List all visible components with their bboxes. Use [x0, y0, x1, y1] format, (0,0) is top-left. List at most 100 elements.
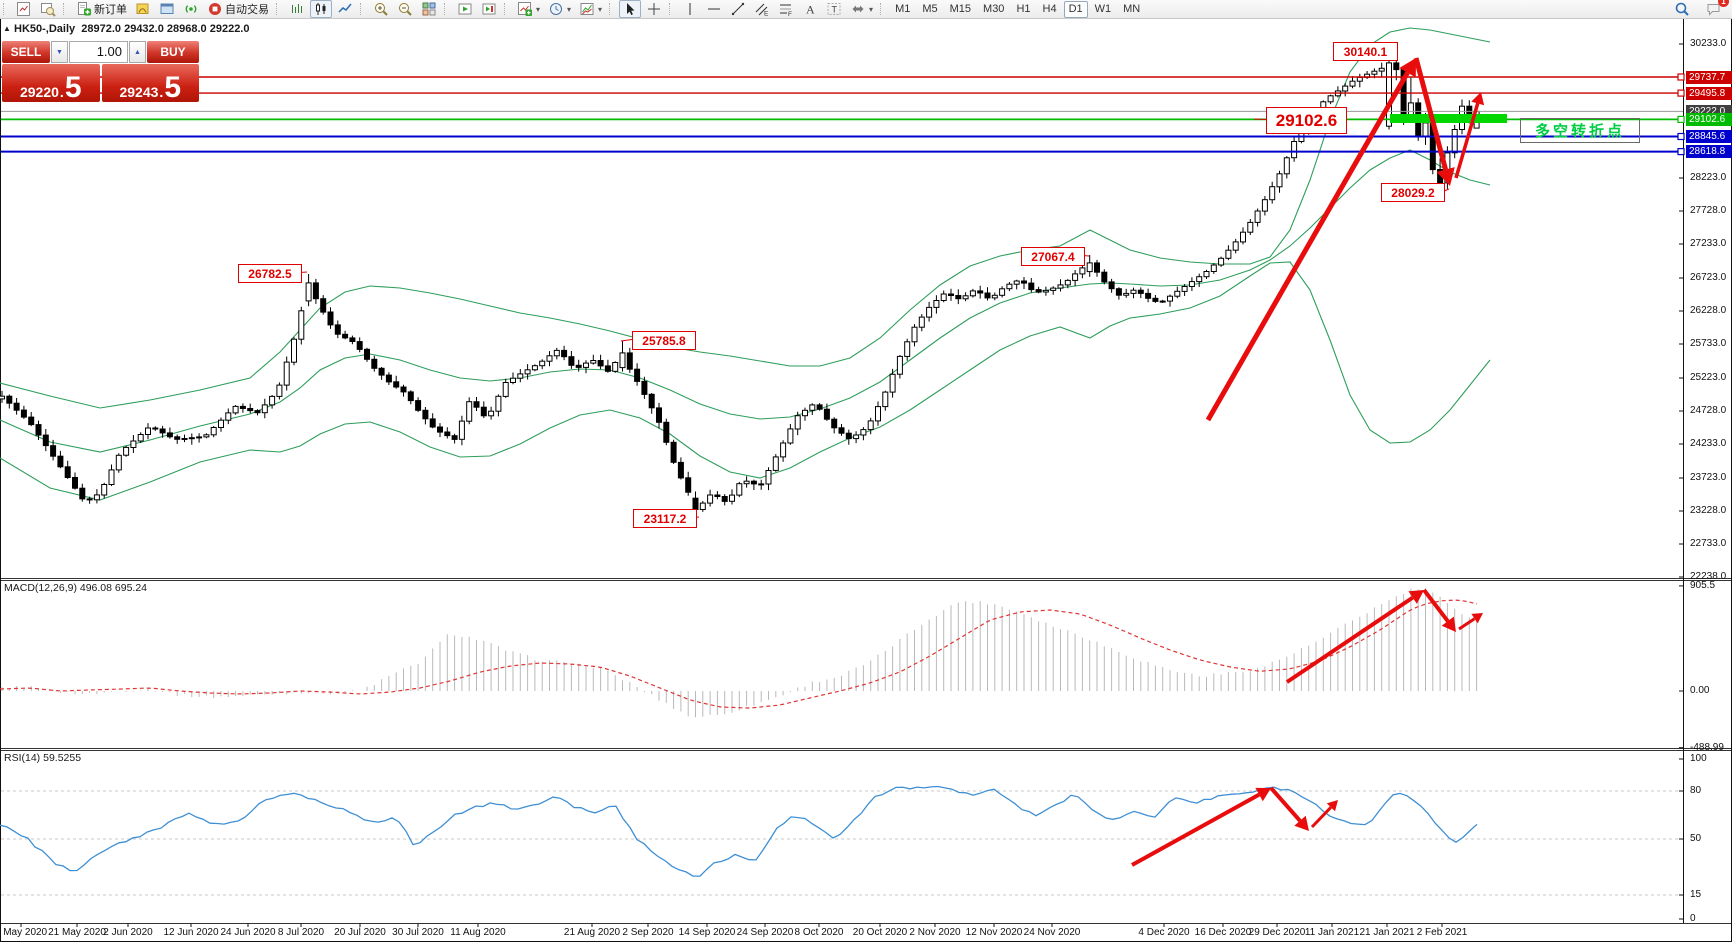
rsi-axis-tick: 50: [1690, 833, 1702, 844]
crosshair-icon: [646, 1, 662, 17]
zoom-out-button[interactable]: [394, 0, 416, 18]
equidistant-channel-button[interactable]: E: [751, 0, 773, 18]
new-order-button[interactable]: 新订单: [73, 0, 130, 18]
trendline-button[interactable]: [727, 0, 749, 18]
tile-windows-button[interactable]: [418, 0, 440, 18]
candlestick-chart-button[interactable]: [310, 0, 332, 18]
date-axis-label: 14 Sep 2020: [678, 927, 736, 938]
annotation-arrow[interactable]: [1454, 92, 1485, 179]
price-callout[interactable]: 29102.6: [1266, 107, 1347, 134]
price-axis-tick: 23723.0: [1690, 472, 1727, 483]
price-callout[interactable]: 25785.8: [632, 331, 696, 350]
dropdown-caret-icon[interactable]: ▾: [869, 4, 874, 14]
price-callout[interactable]: 27067.4: [1021, 247, 1085, 266]
cursor-button[interactable]: [619, 0, 642, 18]
dropdown-caret-icon[interactable]: ▾: [536, 4, 541, 14]
vertical-line-button[interactable]: [679, 0, 701, 18]
fibo-icon: F: [778, 1, 794, 17]
text-label-button[interactable]: T: [823, 0, 845, 18]
annotation-arrow[interactable]: [1269, 786, 1309, 831]
market-watch-button[interactable]: [132, 0, 154, 18]
annotation-arrow[interactable]: [1413, 57, 1455, 186]
timeframe-d1-button[interactable]: D1: [1063, 0, 1088, 18]
dropdown-caret-icon[interactable]: ▾: [598, 4, 603, 14]
data-window-button[interactable]: [156, 0, 178, 18]
annotation-arrow[interactable]: [1310, 800, 1338, 829]
new-chart-button[interactable]: [13, 0, 35, 18]
volume-decrease-button[interactable]: ▼: [51, 41, 68, 63]
annotation-arrow[interactable]: [1458, 613, 1483, 631]
timeframe-h1-button[interactable]: H1: [1016, 3, 1031, 15]
timeframe-m5-button[interactable]: M5: [922, 3, 938, 15]
rsi-axis-tick: 100: [1690, 753, 1707, 764]
buy-price[interactable]: 29243 . 5: [101, 64, 199, 102]
autotrading-button[interactable]: 自动交易: [204, 0, 272, 18]
templates-button[interactable]: ▾: [576, 0, 605, 18]
annotation-arrow[interactable]: [1285, 590, 1424, 684]
tile-icon: [421, 1, 437, 17]
date-axis-label: 2 Sep 2020: [622, 927, 674, 938]
zoom-in-button[interactable]: [370, 0, 392, 18]
new-order-icon: [76, 1, 92, 17]
annotation-arrow[interactable]: [1205, 58, 1416, 422]
date-axis-label: 2 Feb 2021: [1416, 927, 1468, 938]
price-callout[interactable]: 28029.2: [1381, 183, 1445, 202]
annotation-arrow[interactable]: [1131, 787, 1271, 867]
chart-title: HK50-,Daily 28972.0 29432.0 28968.0 2922…: [14, 23, 249, 35]
sell-price-main: 29220: [19, 84, 59, 100]
cursor-icon: [622, 1, 638, 17]
search-button[interactable]: [1671, 0, 1693, 18]
zoom-in-icon: [373, 1, 389, 17]
annotation-arrow[interactable]: [1422, 588, 1456, 632]
volume-increase-button[interactable]: ▲: [129, 41, 146, 63]
price-callout[interactable]: 26782.5: [238, 264, 302, 283]
add-indicator-button[interactable]: ▾: [514, 0, 543, 18]
svg-text:A: A: [806, 3, 815, 17]
toolbar-button-label: 新订单: [94, 4, 127, 16]
buy-button[interactable]: BUY: [147, 41, 199, 63]
timeframe-mn-button[interactable]: MN: [1123, 3, 1141, 15]
navigator-button[interactable]: [180, 0, 202, 18]
dropdown-caret-icon[interactable]: ▾: [567, 4, 572, 14]
toolbar-grip: [880, 3, 885, 15]
crosshair-button[interactable]: [643, 0, 665, 18]
text-button[interactable]: A: [799, 0, 821, 18]
price-axis-tick: 27233.0: [1690, 238, 1727, 249]
toolbar-grip: [63, 3, 68, 15]
visual-test-button[interactable]: [454, 0, 476, 18]
timeframe-w1-button[interactable]: W1: [1094, 3, 1112, 15]
timeframe-m1-button[interactable]: M1: [895, 3, 911, 15]
ohlc-values: 28972.0 29432.0 28968.0 29222.0: [81, 23, 250, 35]
notifications-button[interactable]: 1: [1703, 0, 1729, 18]
bars-icon: [289, 1, 305, 17]
timeframe-m30-button[interactable]: M30: [983, 3, 1005, 15]
label-t-icon: T: [826, 1, 842, 17]
collapse-arrow-icon[interactable]: ▲: [3, 24, 11, 33]
chart-profile-icon: [40, 1, 56, 17]
price-callout[interactable]: 23117.2: [633, 509, 697, 528]
symbol-period-label: HK50-,Daily: [14, 23, 76, 35]
step-test-button[interactable]: [478, 0, 500, 18]
price-level-label: 28618.8: [1686, 145, 1732, 158]
profiles-button[interactable]: [37, 0, 59, 18]
bar-chart-button[interactable]: [286, 0, 308, 18]
periods-button[interactable]: ▾: [545, 0, 574, 18]
sell-price[interactable]: 29220 . 5: [2, 64, 100, 102]
timeframe-m15-button[interactable]: M15: [949, 3, 972, 15]
support-zone[interactable]: [1390, 114, 1507, 123]
line-chart-button[interactable]: [334, 0, 356, 18]
sell-button[interactable]: SELL: [2, 41, 50, 63]
horizontal-line-button[interactable]: [703, 0, 725, 18]
price-callout[interactable]: 30140.1: [1333, 42, 1398, 61]
fibonacci-button[interactable]: F: [775, 0, 797, 18]
timeframe-h4-button[interactable]: H4: [1042, 3, 1057, 15]
volume-input[interactable]: 1.00: [69, 41, 128, 63]
toolbar-grip: [669, 3, 674, 15]
annotation-text-label[interactable]: 多空转折点: [1520, 118, 1640, 143]
arrows-button[interactable]: ▾: [847, 0, 876, 18]
macd-indicator-label: MACD(12,26,9) 496.08 695.24: [4, 582, 148, 594]
date-axis-label: 12 Nov 2020: [965, 927, 1023, 938]
date-axis-label: 2 Nov 2020: [909, 927, 961, 938]
price-level-label: 28845.6: [1686, 130, 1732, 143]
